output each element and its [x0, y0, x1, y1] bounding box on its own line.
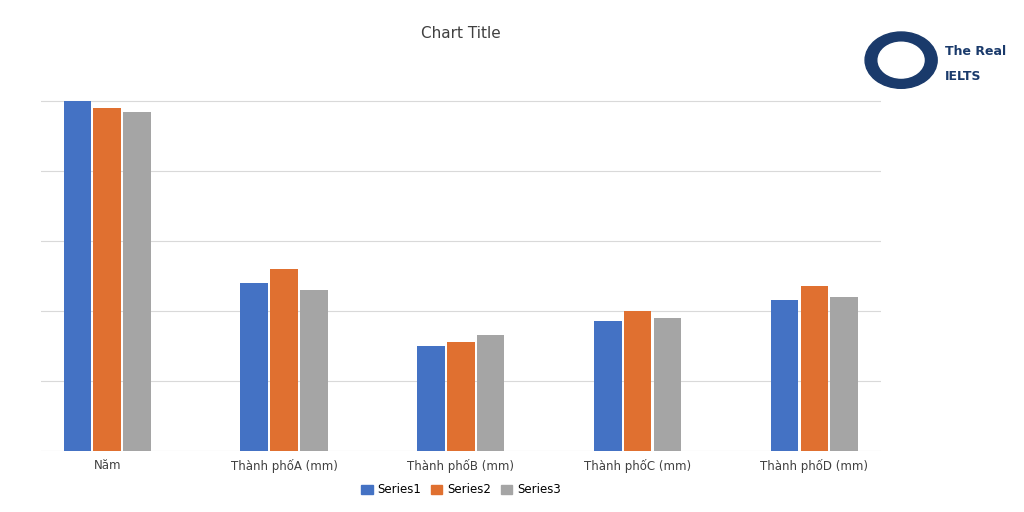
Text: Chart Title: Chart Title [421, 26, 501, 40]
Bar [477, 335, 505, 451]
Text: The Real: The Real [945, 45, 1007, 58]
Circle shape [879, 42, 924, 78]
Bar [653, 318, 681, 451]
Bar [830, 297, 858, 451]
Bar [447, 343, 474, 451]
Bar [300, 290, 328, 451]
Text: IELTS: IELTS [945, 70, 982, 83]
Bar [624, 311, 651, 451]
Legend: Series1, Series2, Series3: Series1, Series2, Series3 [356, 479, 565, 501]
Bar [417, 346, 444, 451]
Bar [93, 109, 121, 451]
Bar [270, 269, 298, 451]
Bar [123, 112, 151, 451]
Bar [594, 322, 622, 451]
Bar [63, 101, 91, 451]
Bar [771, 301, 799, 451]
Bar [801, 287, 828, 451]
Circle shape [865, 32, 937, 89]
Bar [241, 283, 268, 451]
